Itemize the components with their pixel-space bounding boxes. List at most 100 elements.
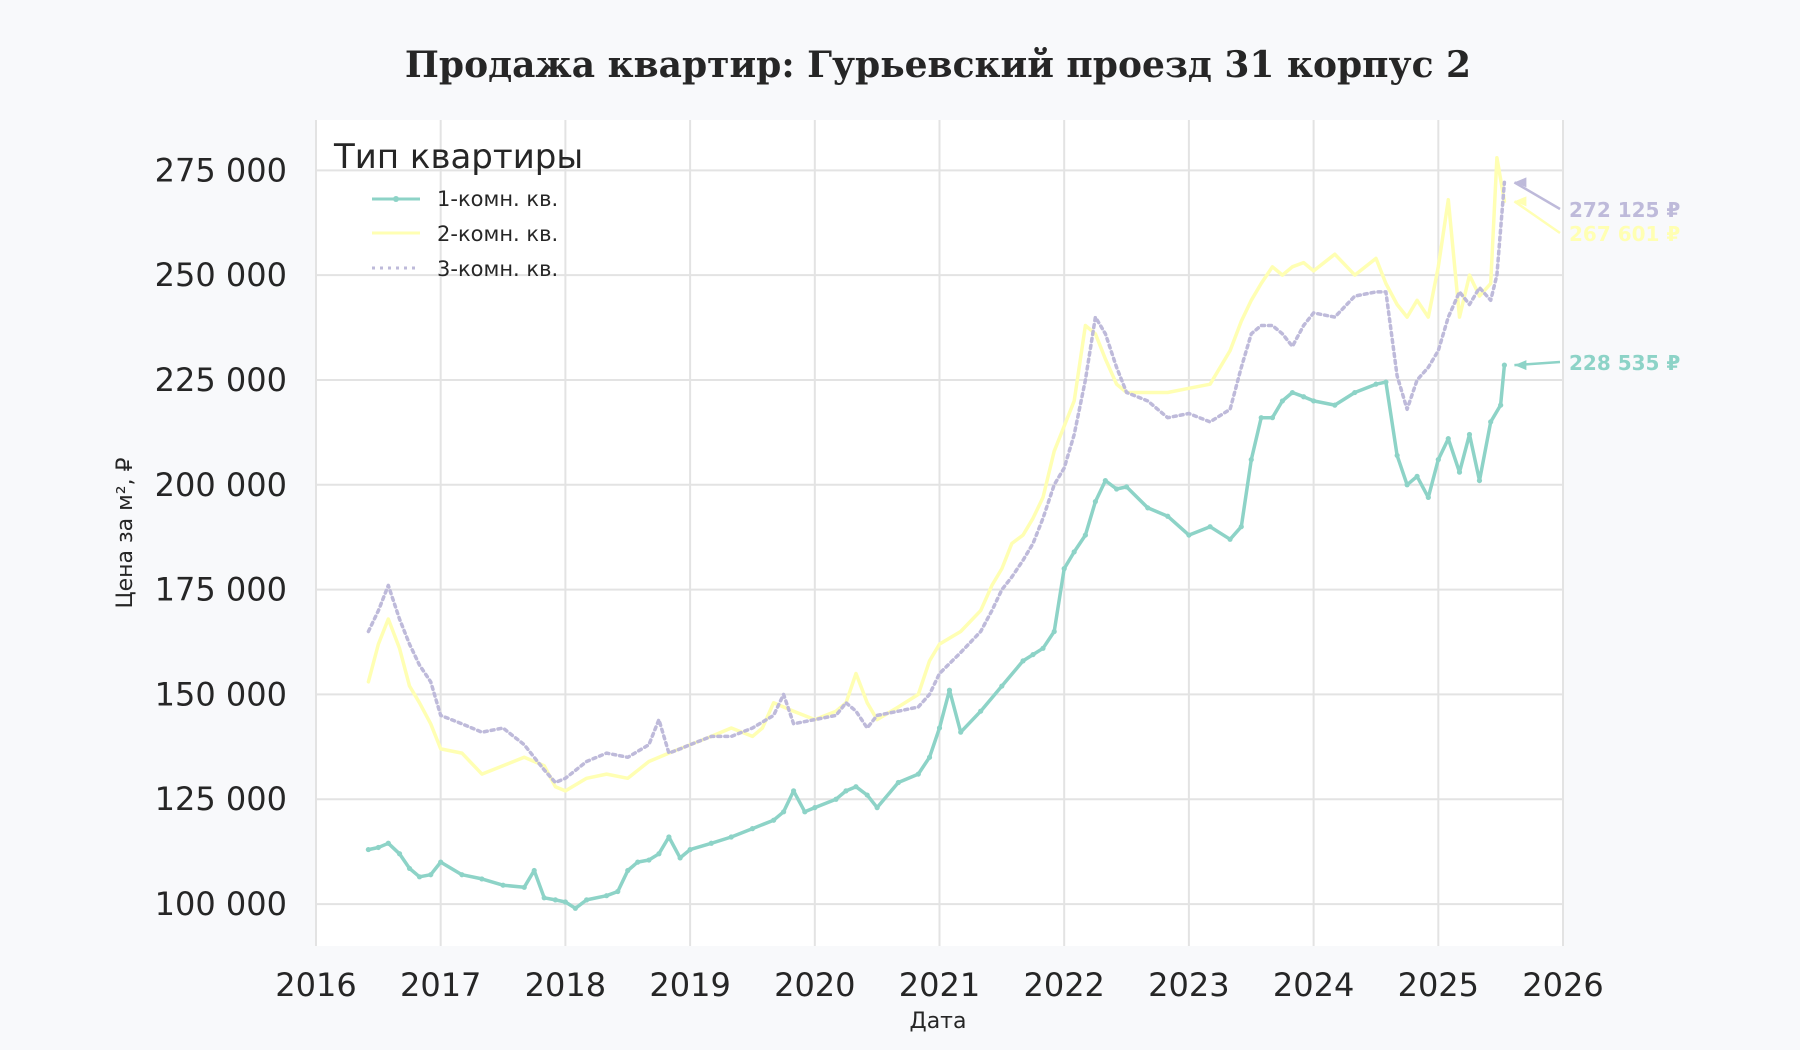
series-1-point [365,846,371,853]
x-tick-label: 2016 [275,966,356,1004]
end-annotations: 228 535 ₽ 267 601 ₽272 125 ₽ [1513,177,1680,375]
series-1-point [749,825,756,832]
series-1-point [521,884,527,890]
axes: 2016 2017 2018 2019 2020 2021 2022 2023 2024 2025… [155,151,1604,1004]
series-line-2 [366,155,1507,793]
series-1-point [1456,469,1463,475]
series-1-point [1332,402,1338,408]
series-1-point [479,876,485,882]
series-1-point [1394,452,1400,459]
x-tick-label: 2019 [649,966,730,1004]
series-1-point [1311,398,1317,404]
series-1-point [459,872,465,878]
series-1-point [1040,645,1046,651]
series-1-point [1051,628,1057,635]
series-1-point [1425,494,1431,500]
series-1-point [946,687,953,693]
series-1-point [438,859,444,865]
series-1-point [572,905,578,911]
series-1-point [656,851,662,857]
x-axis-label: Дата [910,1009,967,1034]
series-1-point [1301,394,1307,400]
series-1-point [1414,473,1420,479]
legend-entry-1: 1-комн. кв. [372,187,558,211]
series-1-point [1123,484,1130,490]
series-1-point [853,784,859,790]
series-1-point [1279,398,1286,404]
y-tick-label: 200 000 [155,466,287,504]
series-1-point [781,809,787,815]
end-arrowhead-3 [1514,177,1527,188]
series-1-point [1435,457,1441,463]
series-1-point [1269,415,1276,421]
series-1-point [1092,498,1098,505]
x-tick-label: 2025 [1398,966,1479,1004]
series-1-point [1238,524,1244,530]
end-value-label-3: 272 125 ₽ [1569,198,1680,222]
series-1-point [1289,389,1296,396]
series-1-point [541,895,547,901]
series-1-point [500,882,506,888]
series-1-point [895,779,901,786]
series-1-point [1248,457,1254,463]
series-line-3 [366,180,1507,785]
series-1-point [552,897,559,903]
series-1-point [728,834,734,840]
series-1-point [864,792,870,798]
legend: Тип квартиры 1-комн. кв. 2-комн. кв. 3-к… [333,137,583,281]
legend-label-3: 3-комн. кв. [437,257,558,281]
series-1-point [603,893,610,899]
series-1-point [802,809,808,815]
series-1-point [1102,477,1108,484]
end-arrowhead-2 [1514,196,1527,207]
end-value-label-1: 228 535 ₽ [1569,351,1680,375]
series-1-point [1145,505,1151,511]
series-1-point [615,888,621,895]
series-1-point [583,897,590,903]
x-tick-label: 2021 [899,966,980,1004]
series-1-point [687,846,693,853]
series-1-point [1501,362,1507,368]
series-1-point [1113,486,1120,492]
series-1-point [385,840,391,846]
series-1-point [1227,536,1233,542]
series-1-point [843,788,849,794]
series-1-point [926,754,933,760]
series-1-point [1373,381,1379,387]
series-1-point [978,708,984,714]
series-1-point [812,805,818,811]
x-tick-label: 2017 [400,966,481,1004]
series-1-point [635,859,641,865]
x-tick-label: 2018 [525,966,606,1004]
series-1-point [999,683,1005,689]
series-1-point [1165,513,1171,519]
y-tick-label: 150 000 [155,675,287,713]
grid [315,120,1564,946]
series-1-point [646,857,652,863]
series-1-point [666,834,672,840]
series-1-point [1030,651,1036,658]
series-1-point [1383,379,1389,385]
chart-title: Продажа квартир: Гурьевский проезд 31 ко… [405,44,1471,86]
series-1-point [958,729,964,735]
end-arrow-2 [1513,200,1561,235]
series-line-1 [366,363,1507,911]
y-tick-label: 100 000 [155,885,287,923]
end-arrow-3 [1513,181,1561,211]
series-1-point [1352,389,1358,396]
series-1-point [1071,549,1077,555]
series-1-point [531,867,537,874]
series-1-point [1207,524,1213,530]
y-tick-label: 225 000 [155,361,287,399]
series-1-point [677,855,683,861]
legend-label-2: 2-комн. кв. [437,222,558,246]
end-arrowhead-1 [1514,360,1527,371]
series-1-point [1445,436,1451,442]
series-1-point [1061,566,1067,572]
series-1-point [708,840,714,846]
x-tick-label: 2026 [1522,966,1603,1004]
series-1-point [833,796,839,802]
legend-title: Тип квартиры [333,137,583,177]
series-1-point [562,899,569,905]
x-tick-label: 2022 [1023,966,1104,1004]
